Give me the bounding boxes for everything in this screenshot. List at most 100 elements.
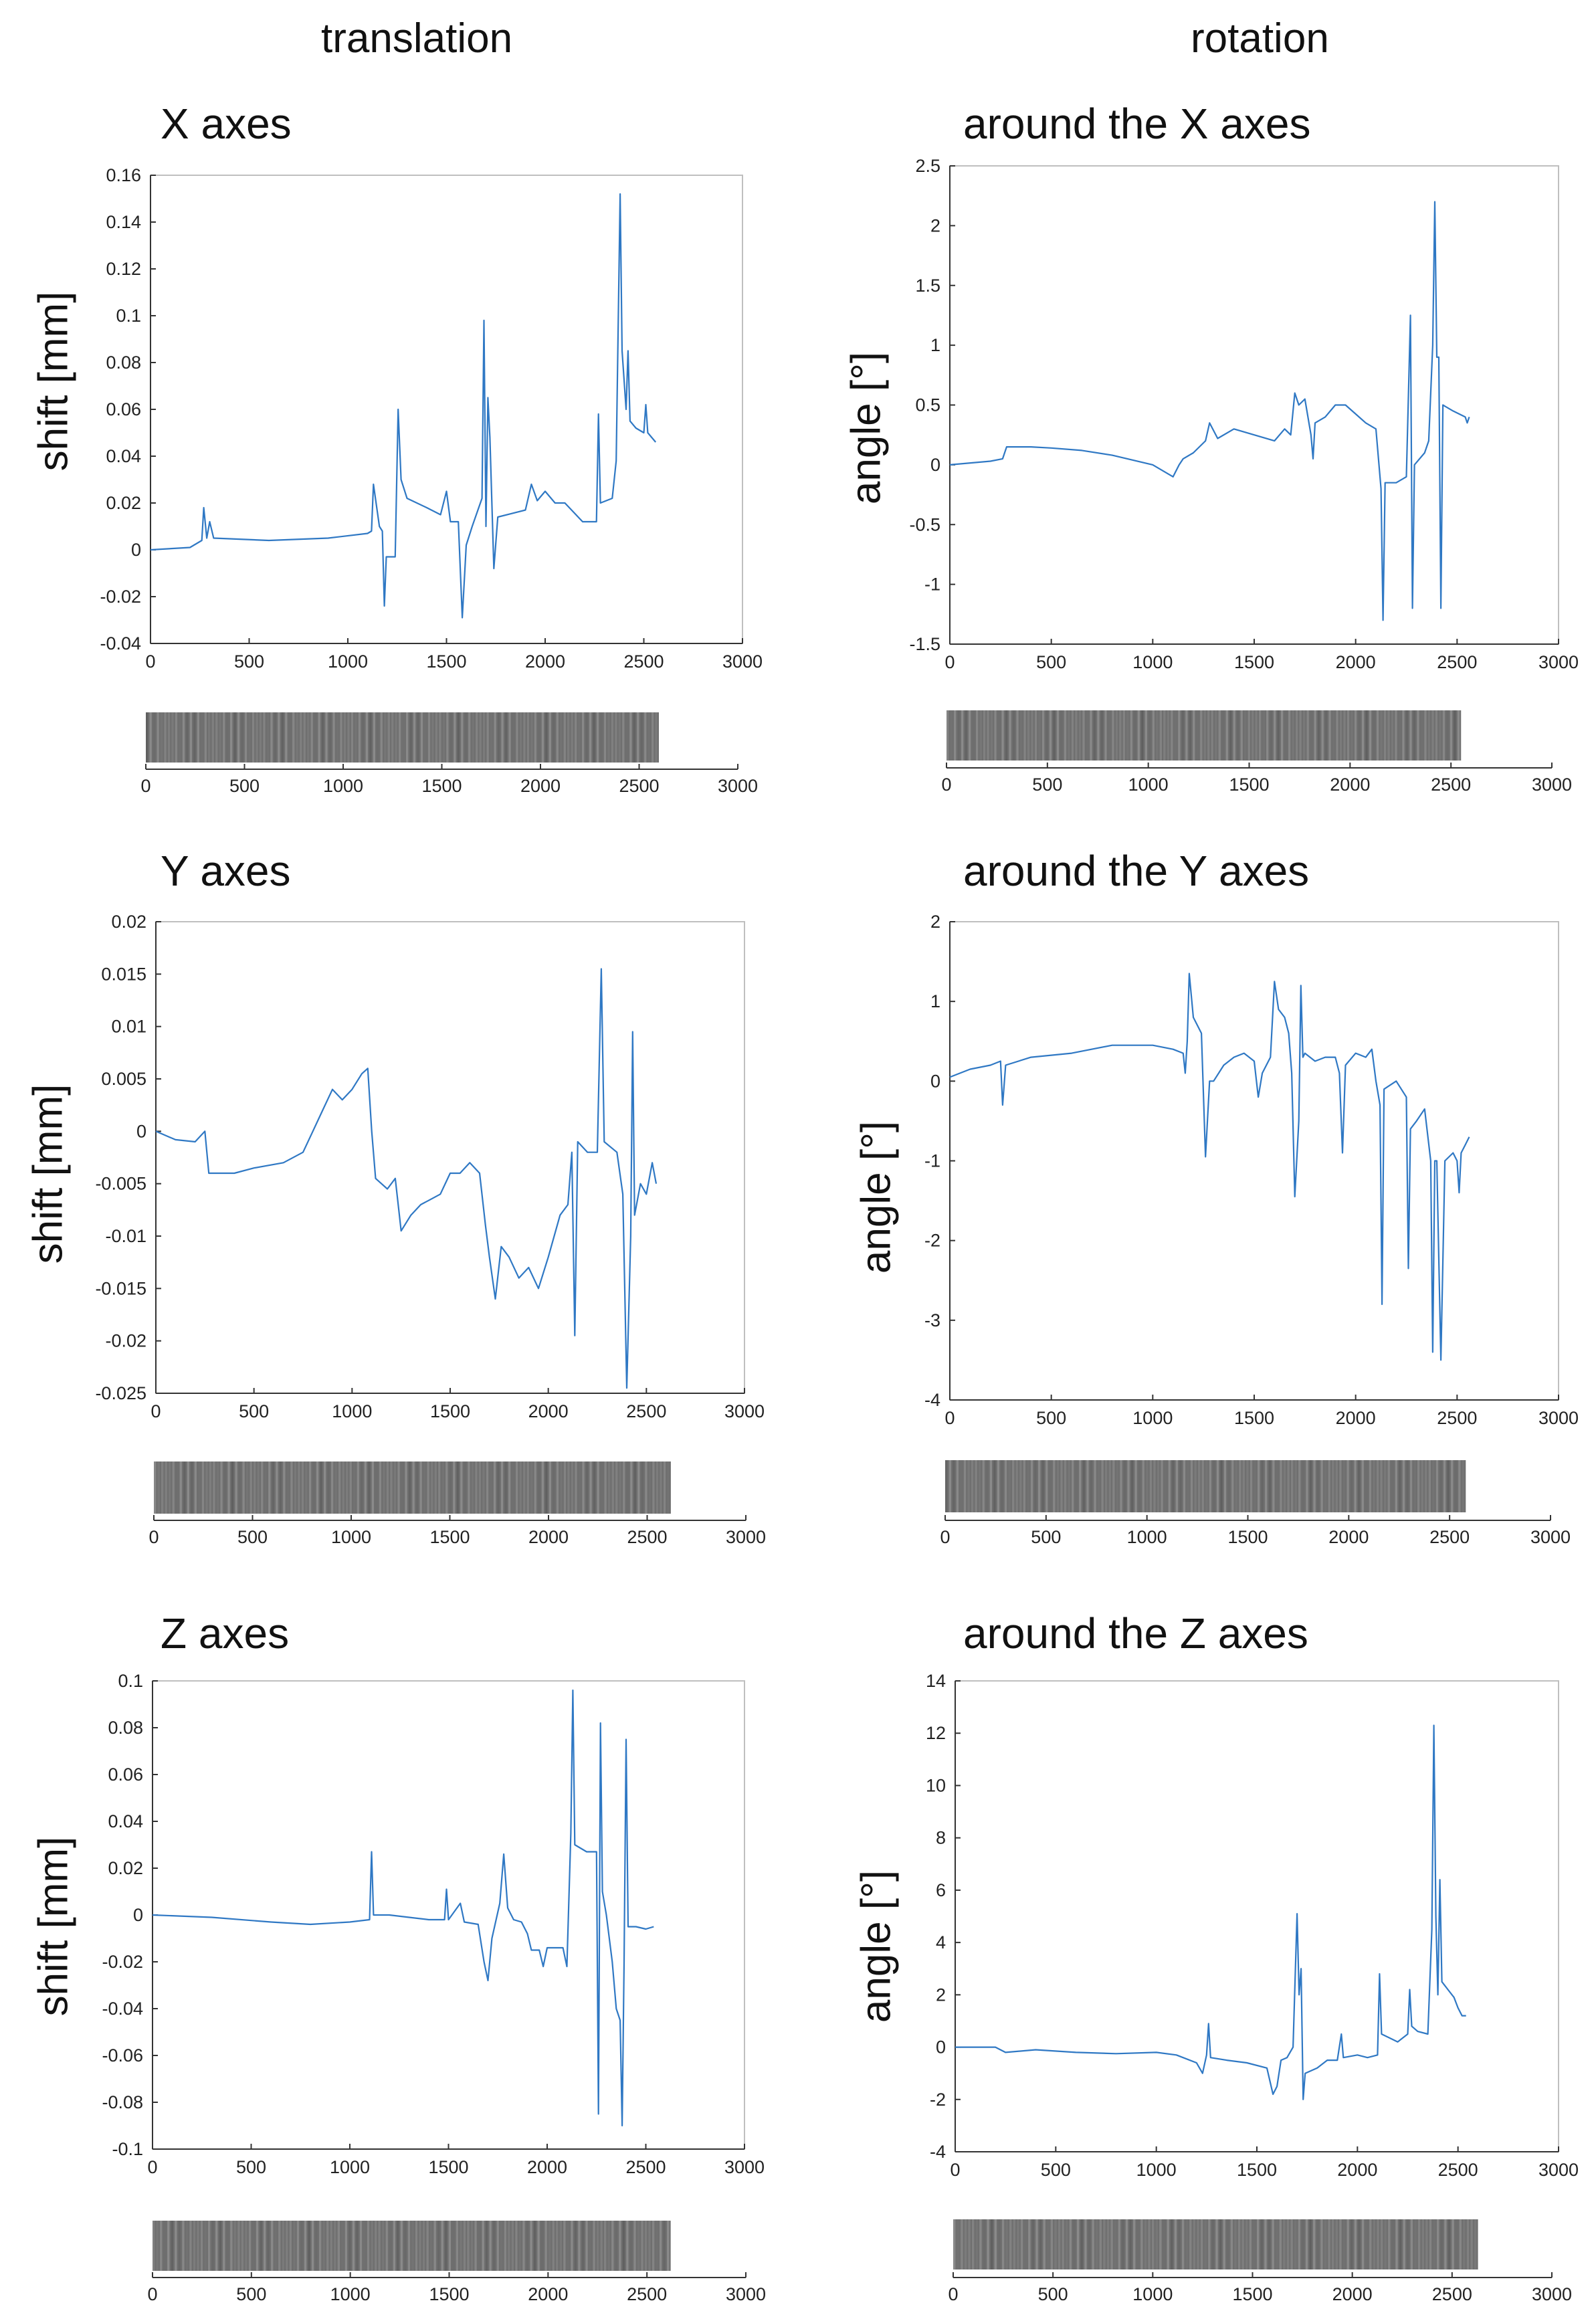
panel-4-stripe — [348, 2221, 351, 2271]
panel-2-stripe-tick-label: 3000 — [726, 1527, 766, 1547]
panel-2-stripe — [201, 1461, 205, 1514]
panel-title-x-translation: X axes — [161, 100, 292, 148]
panel-1-stripe — [961, 710, 964, 761]
panel-5-stripe — [953, 2219, 956, 2269]
panel-3-stripe — [1041, 1460, 1044, 1512]
panel-2-stripe — [523, 1461, 526, 1514]
panel-2-stripe — [346, 1461, 348, 1514]
panel-4-stripe — [567, 2221, 569, 2271]
panel-5-stripe — [1407, 2219, 1409, 2269]
panel-3-stripe — [1399, 1460, 1401, 1512]
panel-5-stripe — [1279, 2219, 1282, 2269]
panel-1-ytick-label: 1 — [930, 335, 940, 355]
panel-0-stripe — [365, 712, 368, 763]
panel-3-stripe — [1172, 1460, 1175, 1512]
panel-0-ytick-label: 0 — [131, 540, 141, 560]
panel-3-stripe — [1298, 1460, 1301, 1512]
panel-0-stripe — [431, 712, 434, 763]
panel-5-stripe — [968, 2219, 971, 2269]
panel-2-stripe — [656, 1461, 659, 1514]
panel-3-xtick-label: 2000 — [1336, 1408, 1376, 1428]
panel-4-stripe — [508, 2221, 510, 2271]
panel-4-stripe — [511, 2221, 514, 2271]
panel-5-stripe — [1181, 2219, 1185, 2269]
panel-0-stripe — [399, 712, 401, 763]
panel-3-stripe — [1153, 1460, 1156, 1512]
panel-4-stripe — [322, 2221, 325, 2271]
panel-1-stripe — [1361, 710, 1365, 761]
panel-0-ytick-label: -0.02 — [100, 587, 141, 607]
panel-3-stripe — [1454, 1460, 1457, 1512]
panel-3-ytick-label: -3 — [924, 1310, 940, 1330]
panel-2-stripe — [486, 1461, 489, 1514]
panel-0-stripe — [292, 712, 295, 763]
panel-5-stripe — [1020, 2219, 1023, 2269]
panel-4-stripe — [274, 2221, 277, 2271]
panel-4-stripe — [486, 2221, 488, 2271]
panel-2-stripe — [504, 1461, 507, 1514]
panel-0-stripe — [501, 712, 504, 763]
panel-0-stripe — [560, 712, 563, 763]
panel-1-stripe — [1112, 710, 1114, 761]
panel-5-ytick-label: 2 — [936, 1985, 946, 2005]
panel-5-stripe — [1159, 2219, 1162, 2269]
panel-5-stripe — [998, 2219, 1001, 2269]
panel-4-stripe — [367, 2221, 370, 2271]
panel-4-stripe — [363, 2221, 366, 2271]
panel-5-stripe — [1073, 2219, 1076, 2269]
panel-0-stripe — [490, 712, 493, 763]
panel-2-stripe — [390, 1461, 393, 1514]
panel-5-ytick-label: 10 — [926, 1775, 946, 1795]
panel-2-stripe — [641, 1461, 643, 1514]
panel-5-stripe — [1054, 2219, 1057, 2269]
panel-0-stripe — [472, 712, 474, 763]
panel-2-stripe — [379, 1461, 382, 1514]
panel-3-stripe — [1316, 1460, 1320, 1512]
panel-0-stripe — [193, 712, 196, 763]
panel-5-stripe — [1358, 2219, 1361, 2269]
panel-5-stripe — [1302, 2219, 1304, 2269]
panel-5-stripe — [1066, 2219, 1068, 2269]
panel-1-xtick-label: 2000 — [1336, 652, 1376, 672]
panel-4-stripe — [411, 2221, 414, 2271]
panel-2-stripe — [637, 1461, 640, 1514]
panel-4-stripe — [337, 2221, 340, 2271]
panel-5-stripe — [1092, 2219, 1094, 2269]
panel-1-stripe — [1222, 710, 1225, 761]
panel-1-stripe — [1328, 710, 1331, 761]
panel-4-stripe — [522, 2221, 525, 2271]
panel-1-stripe — [1163, 710, 1166, 761]
panel-1-stripe — [1053, 710, 1056, 761]
panel-5-stripe-tick-label: 2000 — [1332, 2284, 1373, 2304]
panel-5-stripe — [987, 2219, 989, 2269]
panel-3-stripe — [1120, 1460, 1122, 1512]
panel-1-stripe — [1005, 710, 1008, 761]
panel-2-stripe — [401, 1461, 404, 1514]
panel-2-stripe — [331, 1461, 334, 1514]
panel-2-stripe — [165, 1461, 167, 1514]
panel-3-stripe — [1034, 1460, 1037, 1512]
panel-3-stripe — [945, 1460, 948, 1512]
panel-2-stripe — [361, 1461, 363, 1514]
panel-1-stripe — [1442, 710, 1445, 761]
panel-3-stripe — [1376, 1460, 1379, 1512]
panel-5-plot-frame — [955, 1680, 1559, 2152]
panel-5-stripe — [972, 2219, 975, 2269]
panel-4-stripe — [211, 2221, 214, 2271]
panel-1-stripe — [1156, 710, 1159, 761]
panel-5-stripe — [1391, 2219, 1395, 2269]
panel-4-stripe — [404, 2221, 407, 2271]
panel-2-stripe — [464, 1461, 466, 1514]
panel-3-stripe — [956, 1460, 959, 1512]
panel-2-stripe — [342, 1461, 344, 1514]
panel-3-stripe — [1038, 1460, 1041, 1512]
panel-4-stripe — [330, 2221, 332, 2271]
panel-2-stripe — [239, 1461, 241, 1514]
panel-2-stripe — [482, 1461, 485, 1514]
panel-2-stripe — [250, 1461, 252, 1514]
panel-1-stripe — [1277, 710, 1280, 761]
panel-0-stripe — [420, 712, 423, 763]
panel-0-xtick-label: 1500 — [426, 651, 466, 672]
panel-5-stripe — [1171, 2219, 1173, 2269]
panel-0-stripe — [534, 712, 536, 763]
